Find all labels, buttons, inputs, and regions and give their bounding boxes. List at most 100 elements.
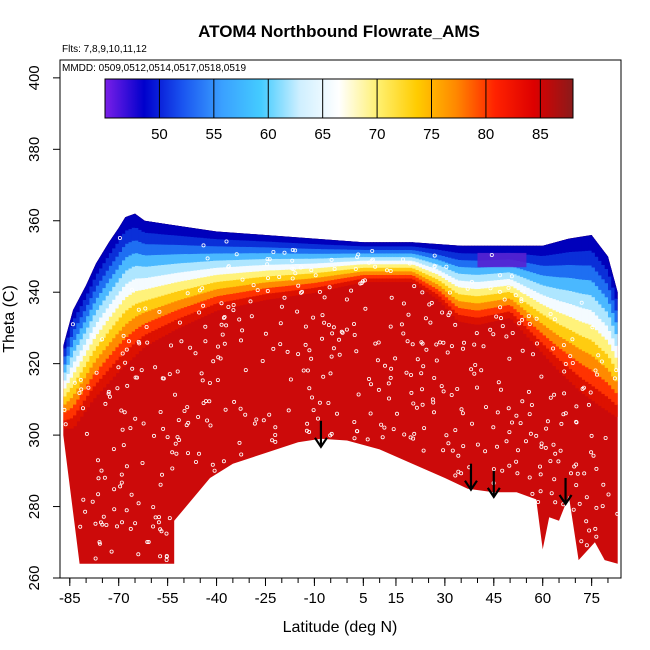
- field-cell: [148, 254, 152, 267]
- field-cell: [415, 257, 420, 263]
- field-cell: [187, 270, 192, 280]
- sample-point: [197, 288, 202, 293]
- field-cell: [118, 316, 123, 331]
- field-cell: [327, 218, 332, 241]
- field-cell: [581, 307, 586, 323]
- field-cell: [568, 329, 573, 344]
- field-cell: [131, 304, 136, 319]
- sample-point: [239, 452, 244, 457]
- field-cell: [376, 263, 381, 268]
- field-cell: [369, 220, 374, 243]
- field-cell: [125, 216, 130, 231]
- field-cell: [347, 272, 351, 278]
- field-cell: [138, 326, 143, 339]
- field-cell: [245, 290, 250, 298]
- sample-point: [201, 243, 206, 248]
- field-cell: [480, 224, 485, 247]
- field-cell: [350, 249, 355, 254]
- field-cell: [164, 274, 169, 285]
- colorbar-tick-label: 80: [478, 126, 495, 143]
- field-cell: [340, 244, 345, 250]
- field-cell: [601, 364, 606, 380]
- field-cell: [480, 266, 485, 275]
- field-cell: [451, 245, 456, 253]
- colorbar-tick-label: 70: [369, 126, 386, 143]
- field-cell: [477, 224, 482, 247]
- field-cell: [395, 252, 400, 258]
- field-cell: [379, 263, 384, 268]
- sample-point: [221, 459, 226, 464]
- field-cell: [82, 310, 87, 323]
- field-cell: [200, 213, 205, 230]
- field-cell: [255, 240, 260, 248]
- field-cell: [330, 275, 335, 281]
- field-cell: [125, 336, 130, 351]
- field-cell: [536, 319, 541, 330]
- field-cell: [487, 308, 492, 316]
- sample-point: [182, 408, 187, 413]
- field-cell: [275, 235, 280, 243]
- field-cell: [471, 267, 475, 275]
- field-cell: [301, 283, 306, 290]
- field-cell: [457, 300, 462, 308]
- field-cell: [206, 291, 211, 300]
- sample-point: [70, 322, 75, 327]
- field-cell: [425, 252, 430, 257]
- field-cell: [542, 324, 547, 336]
- field-cell: [76, 311, 81, 324]
- field-cell: [314, 243, 319, 249]
- field-cell: [431, 286, 436, 292]
- field-cell: [395, 270, 400, 275]
- field-cell: [497, 245, 501, 254]
- sample-point: [491, 332, 496, 337]
- field-cell: [259, 282, 263, 290]
- field-cell: [236, 285, 240, 293]
- x-tick-label: 45: [485, 590, 502, 607]
- field-cell: [565, 289, 570, 304]
- field-cell: [307, 263, 312, 269]
- field-cell: [288, 279, 293, 286]
- field-cell: [275, 258, 280, 265]
- y-tick-label: 320: [26, 351, 43, 376]
- field-cell: [187, 227, 192, 237]
- sample-point: [581, 385, 586, 390]
- field-cell: [575, 264, 580, 279]
- field-cell: [506, 298, 511, 306]
- field-cell: [337, 274, 342, 279]
- sample-point: [431, 410, 436, 415]
- sample-point: [587, 528, 592, 533]
- sample-point: [424, 347, 429, 352]
- sample-point: [336, 337, 341, 342]
- field-cell: [164, 254, 169, 265]
- field-cell: [141, 231, 146, 244]
- field-cell: [79, 327, 84, 340]
- sample-point: [391, 427, 396, 432]
- field-cell: [506, 291, 511, 299]
- field-cell: [608, 262, 612, 277]
- field-cell: [461, 259, 466, 268]
- field-cell: [519, 306, 524, 315]
- field-cell: [461, 301, 466, 309]
- field-cell: [523, 224, 528, 247]
- sample-point: [472, 371, 477, 376]
- field-cell: [262, 246, 267, 254]
- field-cell: [187, 279, 192, 289]
- field-cell: [399, 245, 404, 250]
- sample-point: [594, 505, 599, 510]
- field-cell: [157, 306, 162, 318]
- colorbar-tick-label: 75: [423, 126, 440, 143]
- field-cell: [379, 274, 384, 279]
- field-cell: [490, 224, 495, 247]
- field-cell: [197, 245, 201, 254]
- sample-point: [352, 419, 357, 424]
- field-cell: [197, 293, 201, 303]
- field-cell: [118, 290, 123, 305]
- field-cell: [203, 253, 208, 262]
- colorbar-tick-label: 50: [151, 126, 168, 143]
- field-cell: [223, 273, 227, 282]
- field-cell: [82, 377, 87, 390]
- field-cell: [252, 246, 257, 254]
- field-cell: [418, 279, 423, 284]
- field-cell: [294, 284, 299, 291]
- sample-point: [86, 385, 91, 390]
